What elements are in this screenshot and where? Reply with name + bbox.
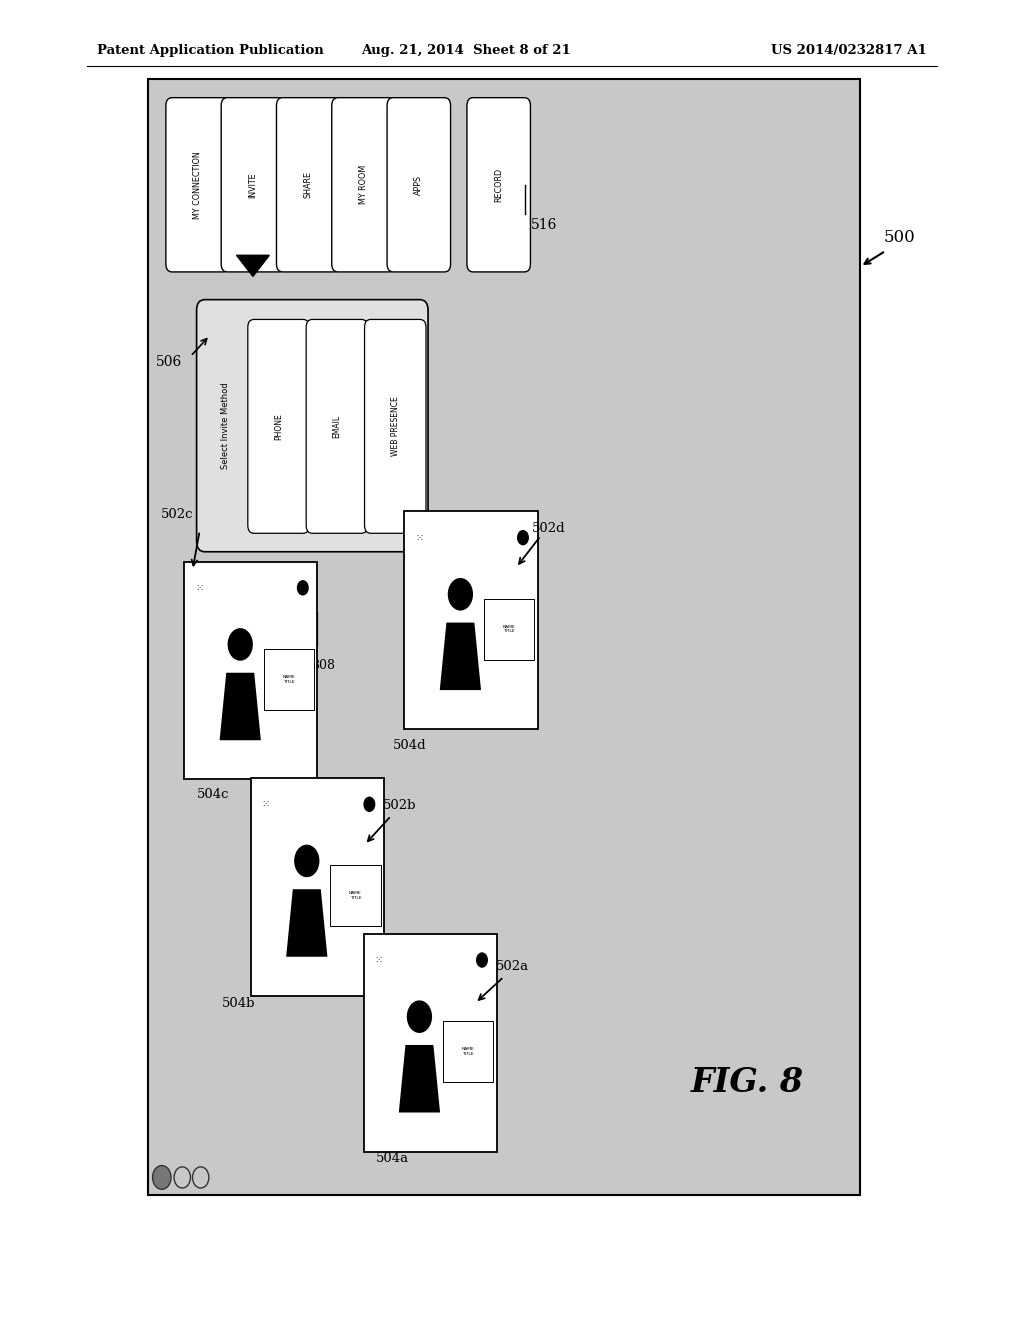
Text: 502c: 502c [161,508,194,521]
Text: ⁙: ⁙ [261,800,269,809]
Text: MY ROOM: MY ROOM [359,165,368,205]
Text: WEB PRESENCE: WEB PRESENCE [391,396,399,457]
FancyBboxPatch shape [248,319,309,533]
FancyBboxPatch shape [276,98,340,272]
Circle shape [476,952,488,968]
Circle shape [517,529,529,545]
FancyBboxPatch shape [148,79,860,1195]
Text: NAME
TITLE: NAME TITLE [462,1047,474,1056]
Text: 808: 808 [311,659,336,672]
FancyBboxPatch shape [483,598,535,660]
Text: US 2014/0232817 A1: US 2014/0232817 A1 [771,44,927,57]
Circle shape [294,845,319,878]
Polygon shape [219,673,261,741]
FancyBboxPatch shape [306,319,368,533]
Text: MY CONNECTION: MY CONNECTION [194,150,202,219]
Text: Select Invite Method: Select Invite Method [221,383,229,469]
FancyBboxPatch shape [365,319,426,533]
Text: FIG. 8: FIG. 8 [691,1067,804,1098]
Text: INVITE: INVITE [249,172,257,198]
FancyBboxPatch shape [221,98,285,272]
Text: 502a: 502a [496,960,528,973]
Circle shape [364,796,376,812]
Text: 502b: 502b [383,799,416,812]
Circle shape [153,1166,171,1189]
Circle shape [407,1001,432,1034]
Text: PHONE: PHONE [274,413,283,440]
Text: 502d: 502d [532,521,565,535]
Text: RECORD: RECORD [495,168,503,202]
FancyBboxPatch shape [184,562,317,779]
Polygon shape [237,255,269,276]
Text: 504b: 504b [222,997,255,1010]
Polygon shape [286,890,328,957]
Text: 504a: 504a [376,1152,409,1166]
Circle shape [297,579,309,595]
Text: ⁙: ⁙ [374,956,382,965]
FancyBboxPatch shape [166,98,229,272]
Text: 506: 506 [156,355,182,368]
Text: NAME
TITLE: NAME TITLE [283,675,295,684]
FancyBboxPatch shape [251,777,384,995]
FancyBboxPatch shape [197,300,428,552]
Text: Aug. 21, 2014  Sheet 8 of 21: Aug. 21, 2014 Sheet 8 of 21 [361,44,570,57]
Text: 516: 516 [530,218,557,232]
Text: APPS: APPS [415,174,423,195]
Text: 804: 804 [266,616,291,630]
FancyBboxPatch shape [442,1022,494,1082]
FancyBboxPatch shape [404,511,538,729]
Text: 500: 500 [883,230,915,246]
Text: NAME
TITLE: NAME TITLE [349,891,361,900]
Text: Patent Application Publication: Patent Application Publication [97,44,324,57]
FancyBboxPatch shape [330,866,381,927]
Text: SHARE: SHARE [304,172,312,198]
Text: 806: 806 [289,638,313,651]
FancyBboxPatch shape [332,98,395,272]
FancyBboxPatch shape [467,98,530,272]
Text: EMAIL: EMAIL [333,414,341,438]
Text: 802: 802 [440,535,467,549]
Polygon shape [439,623,481,690]
Text: 504c: 504c [197,788,229,801]
Circle shape [447,578,473,611]
Text: ⁙: ⁙ [195,583,203,593]
Text: 504d: 504d [393,739,426,752]
Text: ⁙: ⁙ [415,533,423,543]
FancyBboxPatch shape [364,935,497,1151]
Text: NAME
TITLE: NAME TITLE [503,624,515,634]
Circle shape [227,628,253,661]
FancyBboxPatch shape [387,98,451,272]
FancyBboxPatch shape [263,649,314,710]
Polygon shape [398,1045,440,1113]
